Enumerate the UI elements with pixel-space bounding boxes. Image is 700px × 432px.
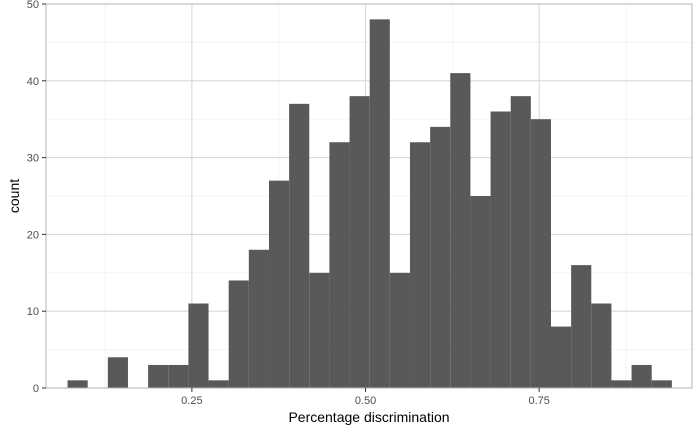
histogram-bar [470, 196, 491, 388]
histogram-bar [268, 180, 290, 388]
histogram-bar [349, 96, 370, 388]
histogram-bar [309, 272, 330, 388]
y-axis-ticks: 0 10 20 30 40 50 [27, 0, 46, 395]
histogram-bar [208, 380, 229, 388]
y-tick-label: 40 [27, 76, 39, 88]
histogram-bar [550, 326, 572, 388]
histogram-bar [369, 19, 390, 389]
histogram-bar [248, 249, 269, 388]
histogram-bar [530, 119, 551, 388]
y-axis-title: count [6, 179, 22, 213]
y-tick-label: 0 [33, 383, 39, 395]
histogram-bar [168, 364, 189, 388]
y-tick-label: 50 [27, 0, 39, 11]
histogram-bar [591, 303, 612, 388]
x-tick-label: 0.50 [355, 395, 376, 407]
x-axis-title: Percentage discrimination [288, 409, 449, 425]
histogram-bars [67, 19, 672, 389]
histogram-bar [430, 126, 451, 388]
y-tick-label: 10 [27, 306, 39, 318]
histogram-bar [107, 357, 128, 388]
histogram-bar [611, 380, 632, 388]
histogram-bar [148, 364, 169, 388]
histogram-bar [510, 96, 531, 388]
histogram-bar [450, 73, 471, 389]
x-axis-ticks: 0.25 0.50 0.75 [181, 388, 550, 407]
x-tick-label: 0.25 [181, 395, 202, 407]
histogram-bar [188, 303, 209, 388]
histogram-bar [409, 142, 431, 388]
histogram-bar [289, 103, 310, 388]
histogram-bar [389, 272, 410, 388]
histogram-bar [228, 280, 249, 388]
histogram-bar [67, 380, 88, 388]
panel-border [45, 3, 693, 389]
histogram-bar [651, 380, 672, 388]
histogram-bar [571, 265, 592, 388]
x-tick-label: 0.75 [528, 395, 549, 407]
histogram-bar [631, 364, 652, 388]
histogram-bar [490, 111, 511, 389]
y-tick-label: 30 [27, 153, 39, 165]
y-tick-label: 20 [27, 229, 39, 241]
histogram-bar [329, 142, 350, 388]
